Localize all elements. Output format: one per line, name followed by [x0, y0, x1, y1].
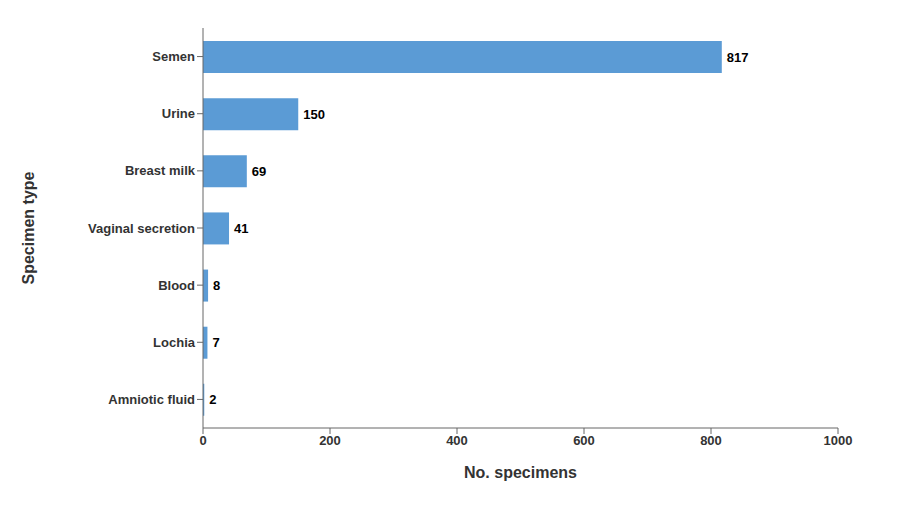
svg-text:1000: 1000 — [824, 433, 853, 448]
svg-text:200: 200 — [319, 433, 341, 448]
svg-text:Lochia: Lochia — [153, 335, 196, 350]
svg-text:600: 600 — [573, 433, 595, 448]
svg-text:817: 817 — [727, 50, 749, 65]
svg-text:69: 69 — [252, 164, 266, 179]
svg-text:Semen: Semen — [152, 49, 195, 64]
svg-text:7: 7 — [212, 335, 219, 350]
svg-text:Specimen type: Specimen type — [20, 171, 37, 284]
svg-text:2: 2 — [209, 392, 216, 407]
svg-text:Breast milk: Breast milk — [125, 163, 196, 178]
svg-text:0: 0 — [199, 433, 206, 448]
svg-text:8: 8 — [213, 278, 220, 293]
svg-text:Urine: Urine — [162, 106, 195, 121]
svg-text:800: 800 — [700, 433, 722, 448]
svg-text:41: 41 — [234, 221, 248, 236]
svg-text:Vaginal secretion: Vaginal secretion — [88, 221, 195, 236]
svg-text:No. specimens: No. specimens — [464, 464, 577, 481]
svg-text:Blood: Blood — [158, 278, 195, 293]
svg-text:400: 400 — [446, 433, 468, 448]
svg-text:Amniotic fluid: Amniotic fluid — [108, 392, 195, 407]
svg-text:150: 150 — [303, 107, 325, 122]
